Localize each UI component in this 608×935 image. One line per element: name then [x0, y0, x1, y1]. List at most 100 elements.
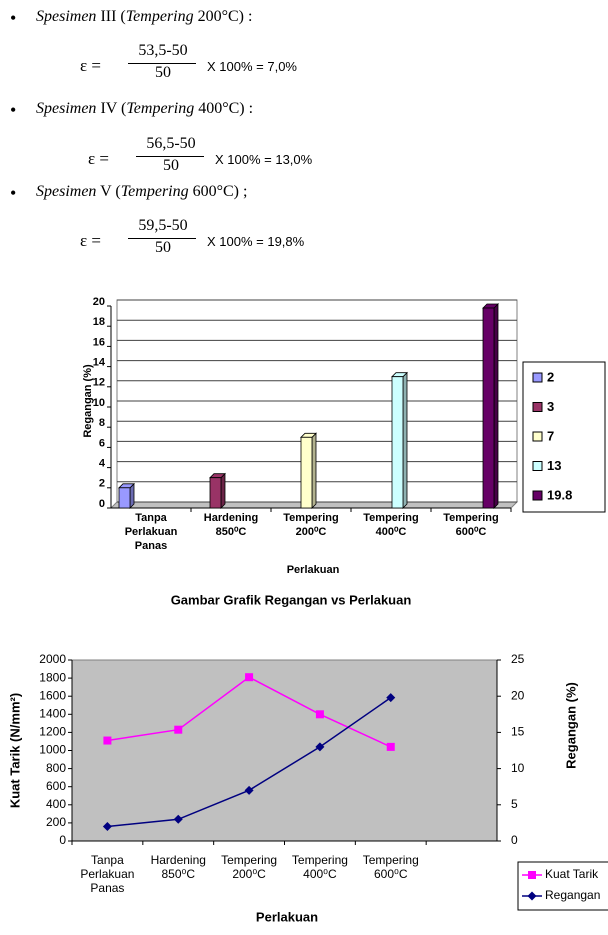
x-tick-label: Hardening 850⁰C	[150, 853, 206, 881]
legend-label: 2	[547, 369, 554, 384]
formula-lhs: ε =	[80, 56, 101, 75]
legend-swatch	[532, 490, 543, 501]
y-tick-label: 6	[99, 437, 105, 449]
y-tick-label: 16	[93, 336, 105, 348]
legend-marker	[527, 891, 537, 901]
y2-tick-label: 10	[511, 761, 525, 775]
numerator: 56,5-50	[146, 135, 196, 152]
label-part: 600°C) ;	[188, 183, 248, 200]
fraction-line	[128, 238, 196, 239]
bar	[118, 487, 131, 509]
y-tick-label: 2	[99, 478, 105, 490]
x-tick-label: Tanpa Perlakuan Panas	[124, 512, 178, 552]
x-axis-label: Perlakuan	[287, 564, 340, 576]
fraction-line	[136, 156, 204, 157]
y-tick-label: 0	[99, 498, 105, 510]
x-tick-label: Hardening 850⁰C	[203, 512, 259, 538]
formula-lhs: ε =	[80, 231, 101, 250]
bar	[391, 376, 404, 509]
y-tick-label: 14	[93, 357, 106, 369]
y-tick-label: 200	[46, 815, 66, 829]
label-part: Spesimen	[36, 100, 97, 117]
y-tick-label: 600	[46, 779, 66, 793]
legend-label: 7	[547, 428, 554, 443]
formula-rhs: X 100% = 13,0%	[215, 152, 313, 167]
y-tick-label: 0	[59, 833, 66, 847]
legend-label: 3	[547, 399, 554, 414]
y-tick-label: 10	[93, 397, 105, 409]
denominator: 50	[155, 64, 171, 81]
marker	[315, 710, 324, 719]
formula-lhs: ε =	[88, 149, 109, 168]
y-axis-label: Kuat Tarik (N/mm²)	[7, 693, 22, 808]
item-label: Spesimen III (Tempering 200°C) :	[36, 8, 252, 26]
bullet: •	[10, 8, 17, 28]
formula-rhs: X 100% = 7,0%	[207, 59, 297, 74]
y-tick-label: 800	[46, 761, 66, 775]
bar	[209, 477, 222, 509]
legend-label: Regangan	[545, 888, 600, 902]
y2-tick-label: 15	[511, 725, 525, 739]
y-tick-label: 400	[46, 797, 66, 811]
bullet: •	[10, 100, 17, 120]
legend-swatch	[532, 461, 543, 471]
label-part: Spesimen	[36, 183, 97, 200]
label-part: 400°C) :	[194, 100, 254, 117]
x-tick-label: Tanpa Perlakuan Panas	[80, 853, 135, 895]
bar-side	[311, 432, 317, 509]
plot-area	[71, 659, 498, 842]
chart-caption: Gambar Grafik Regangan vs Perlakuan	[171, 592, 412, 607]
label-part: 200°C) :	[193, 8, 253, 25]
denominator: 50	[155, 239, 171, 256]
numerator: 59,5-50	[138, 217, 188, 234]
x-tick-label: Tempering 600⁰C	[443, 512, 499, 538]
numerator: 53,5-50	[138, 42, 188, 59]
y-tick-label: 20	[93, 296, 105, 308]
bar-side	[220, 472, 226, 509]
item-label: Spesimen IV (Tempering 400°C) :	[36, 100, 253, 118]
y-tick-label: 1600	[39, 688, 66, 702]
label-part: V (	[96, 183, 121, 200]
marker	[102, 822, 112, 832]
bullet: •	[10, 183, 17, 203]
y-tick-label: 1200	[39, 725, 66, 739]
y2-tick-label: 20	[511, 688, 525, 702]
y-tick-label: 18	[93, 316, 105, 328]
marker	[174, 725, 183, 734]
formula-rhs: X 100% = 19,8%	[207, 234, 305, 249]
fraction-line	[128, 63, 196, 64]
y-tick-label: 1400	[39, 706, 66, 720]
legend-marker	[528, 871, 536, 879]
x-tick-label: Tempering 200⁰C	[283, 512, 339, 538]
y-tick-label: 12	[93, 377, 105, 389]
marker	[386, 742, 395, 751]
label-part: Tempering	[126, 100, 195, 117]
legend-box	[517, 861, 608, 911]
bar	[300, 436, 313, 509]
y-tick-label: 1800	[39, 670, 66, 684]
label-part: IV (	[96, 100, 127, 117]
bar	[482, 307, 495, 509]
marker	[173, 814, 183, 824]
y2-tick-label: 0	[511, 833, 518, 847]
y2-tick-label: 25	[511, 652, 525, 666]
x-axis-label: Perlakuan	[256, 909, 318, 924]
bar-side	[493, 303, 499, 509]
y2-axis-label: Regangan (%)	[563, 682, 578, 769]
y-axis-label: Regangan (%)	[82, 364, 94, 438]
x-tick-label: Tempering 400⁰C	[363, 512, 419, 538]
marker	[386, 693, 396, 703]
x-tick-label: Tempering 400⁰C	[291, 853, 348, 881]
y-tick-label: 4	[99, 458, 106, 470]
marker	[244, 785, 254, 795]
legend-label: 13	[547, 458, 561, 473]
y-tick-label: 1000	[39, 743, 66, 757]
y-tick-label: 2000	[39, 652, 66, 666]
legend-swatch	[532, 402, 543, 412]
x-tick-label: Tempering 200⁰C	[221, 853, 278, 881]
label-part: Tempering	[120, 183, 189, 200]
legend-swatch	[532, 431, 543, 442]
legend-label: Kuat Tarik	[545, 867, 599, 881]
